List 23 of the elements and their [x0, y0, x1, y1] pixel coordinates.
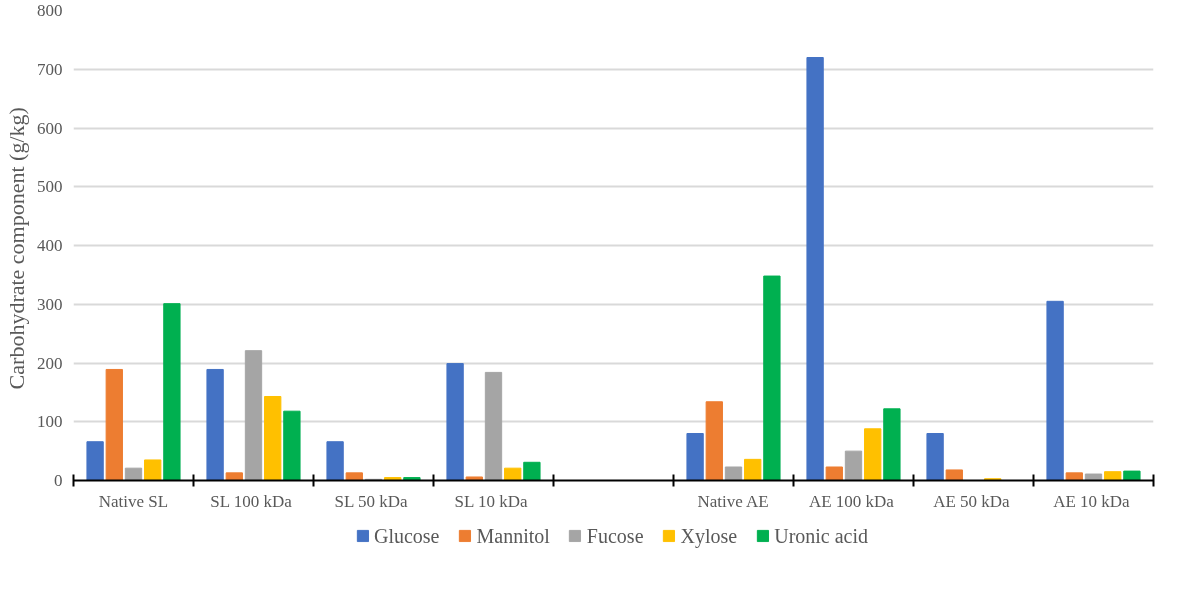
legend-label: Xylose — [680, 524, 738, 547]
y-tick-label: 400 — [37, 236, 63, 255]
x-tick-label: Native AE — [697, 491, 769, 511]
y-tick-label: 600 — [37, 118, 63, 138]
y-tick-label: 300 — [37, 294, 63, 314]
x-tick-label: SL 10 kDa — [454, 491, 529, 511]
legend-label: Fucose — [586, 524, 644, 547]
x-tick-label: AE 10 kDa — [1053, 491, 1131, 511]
x-tick-label: SL 100 kDa — [210, 491, 293, 511]
x-tick-label: SL 50 kDa — [334, 491, 409, 511]
y-tick-label: 500 — [37, 177, 63, 197]
y-axis-title: Carbohydrate component (g/kg) — [4, 107, 29, 390]
y-tick-label: 700 — [37, 59, 63, 79]
x-tick-label: Native SL — [98, 491, 169, 511]
legend-label: Uronic acid — [774, 524, 869, 547]
legend-label: Mannitol — [476, 524, 550, 547]
legend-label: Glucose — [373, 524, 440, 547]
y-tick-label: 100 — [37, 412, 63, 432]
x-tick-label: AE 50 kDa — [933, 491, 1011, 511]
x-tick-label: AE 100 kDa — [808, 491, 895, 511]
y-tick-label: 0 — [54, 471, 63, 490]
y-tick-label: 200 — [37, 353, 63, 373]
y-tick-label: 800 — [37, 1, 63, 20]
